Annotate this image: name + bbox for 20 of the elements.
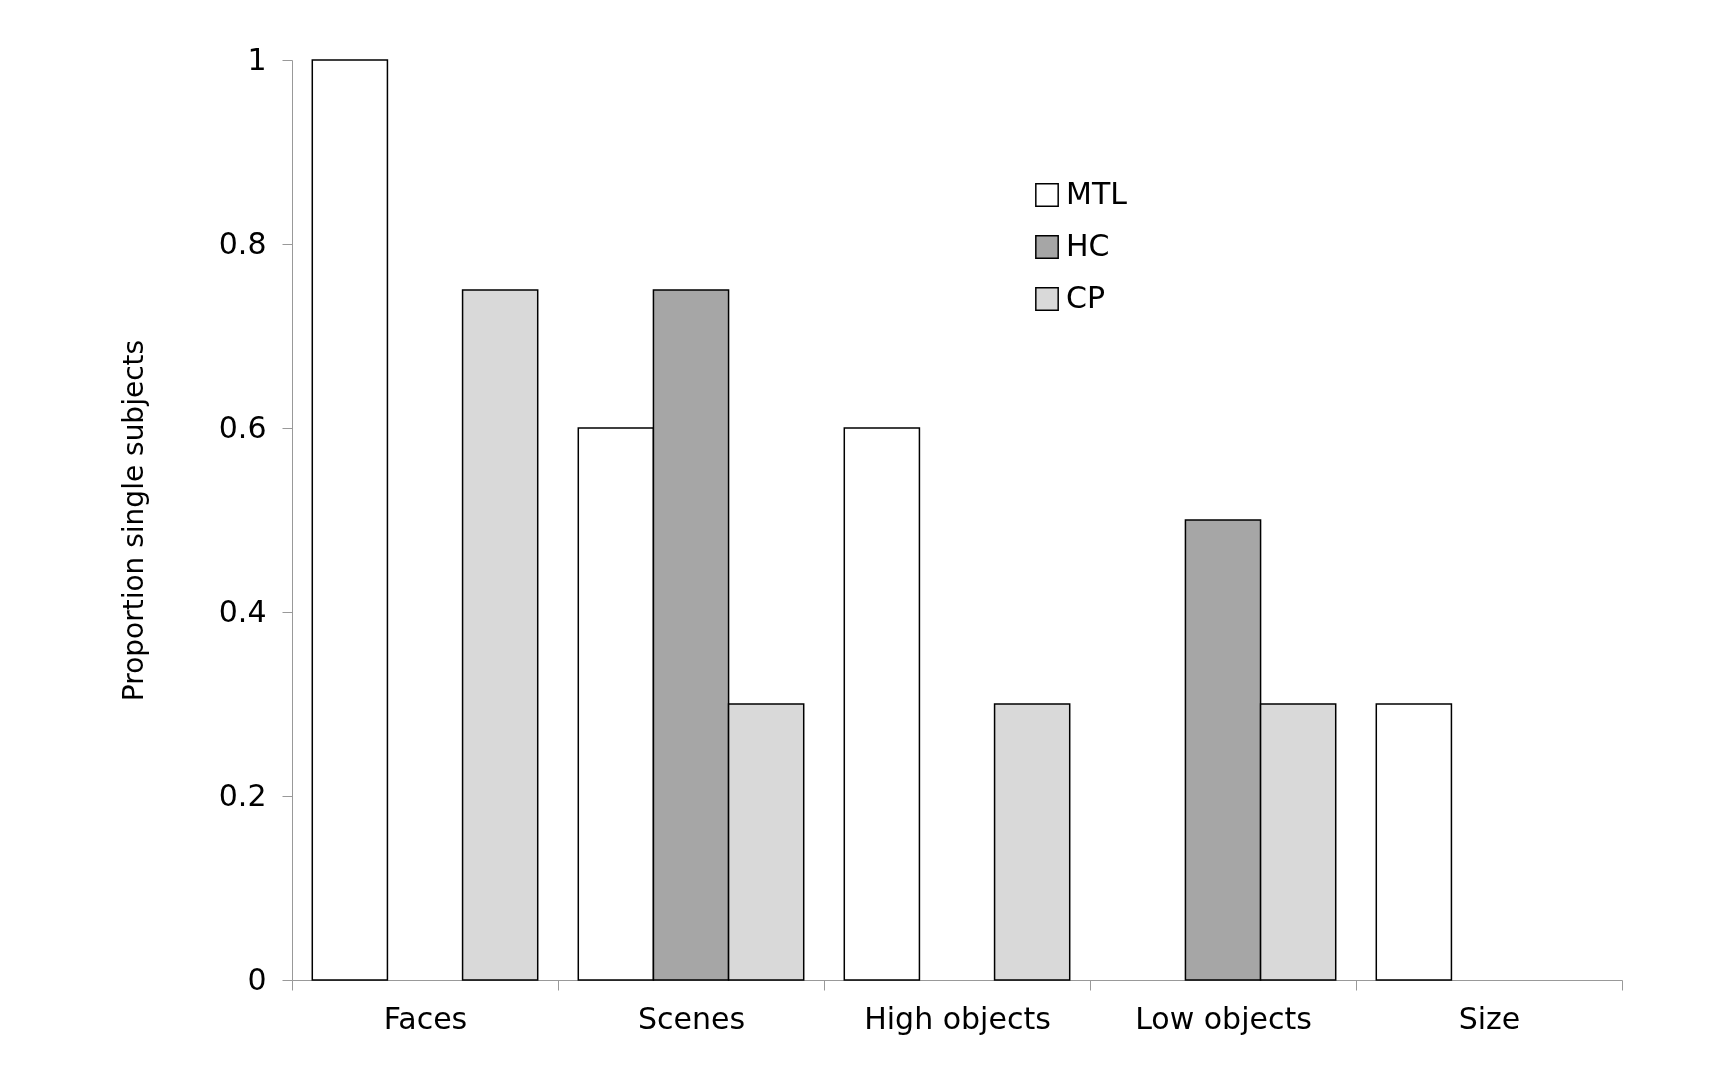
legend-label: HC — [1066, 228, 1110, 263]
x-tick-label: High objects — [864, 1000, 1051, 1036]
y-tick-label: 0.2 — [218, 777, 267, 813]
bar — [1375, 703, 1453, 981]
bar — [843, 427, 921, 981]
y-tick-label: 0.8 — [218, 225, 267, 261]
x-tick-label: Scenes — [637, 1000, 746, 1036]
bar — [993, 703, 1071, 981]
x-tick-label: Faces — [383, 1000, 468, 1036]
legend-label: CP — [1066, 280, 1106, 315]
x-tick-label: Low objects — [1135, 1000, 1312, 1036]
y-tick-label: 0.4 — [218, 593, 267, 629]
y-tick-label: 1 — [247, 41, 267, 77]
bar — [311, 59, 389, 981]
y-axis-title: Proportion single subjects — [116, 339, 150, 702]
x-tick-label: Size — [1458, 1000, 1521, 1036]
y-tick-label: 0 — [247, 961, 267, 997]
legend-label: MTL — [1066, 176, 1128, 211]
y-tick-label: 0.6 — [218, 409, 267, 445]
bar — [461, 289, 539, 981]
